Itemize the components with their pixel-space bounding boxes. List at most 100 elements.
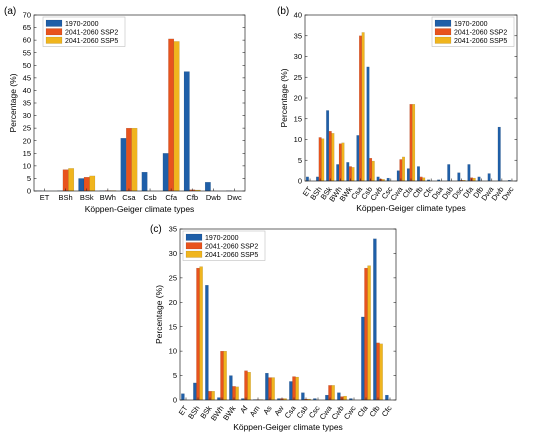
- y-tick-label: 10: [294, 135, 302, 144]
- chart-panel-b: (b)0510152025303540ETBShBSkBWhBWkCsaCsbC…: [277, 6, 518, 213]
- bar-cfb-series-1: [417, 166, 420, 182]
- legend-swatch-series-3: [45, 36, 63, 44]
- x-tick-label: Csb: [295, 404, 310, 420]
- x-tick-label: Csb: [143, 193, 156, 202]
- x-tick-label: Cfb: [186, 193, 198, 202]
- bar-csb-series-1: [366, 66, 370, 182]
- bar-bwk-series-3: [351, 167, 355, 182]
- y-tick-label: 45: [23, 73, 31, 82]
- bar-csc-series-1: [386, 177, 390, 182]
- bar-cwa-series-3: [402, 156, 405, 182]
- y-tick-label: 5: [298, 156, 302, 165]
- bar-cfb-series-3: [422, 177, 426, 182]
- bar-bwk-series-3: [235, 386, 239, 401]
- bar-cwa-series-1: [325, 394, 329, 401]
- bar-csa-series-3: [295, 376, 299, 401]
- bar-cfa-series-3: [367, 265, 371, 401]
- bar-dwa-series-1: [487, 173, 491, 182]
- y-tick-label: 50: [23, 61, 31, 70]
- y-tick-label: 0: [27, 187, 31, 196]
- bar-bsh-series-2: [196, 267, 200, 401]
- y-tick-label: 15: [294, 114, 302, 123]
- y-tick-label: 20: [294, 94, 302, 103]
- x-axis-label: Köppen-Geiger climate types: [356, 203, 466, 213]
- bar-cwb-series-3: [343, 395, 347, 401]
- bar-bsk-series-1: [78, 178, 85, 192]
- bar-as-series-2: [268, 377, 272, 401]
- bar-cwa-series-1: [396, 170, 400, 182]
- bar-cfa-series-3: [412, 104, 416, 182]
- bar-cfa-series-2: [168, 38, 175, 192]
- bar-csb-series-1: [141, 171, 148, 192]
- y-tick-label: 25: [169, 273, 177, 282]
- bar-cfa-series-2: [409, 104, 413, 182]
- x-tick-label: Cfb: [368, 404, 382, 419]
- bar-af-series-2: [244, 370, 248, 401]
- legend-label-series-3: 2041-2060 SSP5: [454, 38, 507, 45]
- y-tick-label: 20: [169, 298, 177, 307]
- legend-swatch-series-3: [185, 250, 203, 258]
- bar-bsh-series-1: [316, 176, 319, 182]
- bar-csa-series-2: [359, 35, 362, 182]
- bar-bsh-series-3: [199, 266, 203, 401]
- bar-dwb-series-1: [497, 126, 501, 182]
- bar-cfa-series-1: [406, 168, 410, 182]
- bar-bwh-series-1: [217, 397, 221, 401]
- bar-csa-series-1: [289, 381, 293, 401]
- bar-cwa-series-3: [331, 385, 335, 401]
- legend-label-series-1: 1970-2000: [205, 235, 239, 242]
- y-tick-label: 25: [23, 124, 31, 133]
- x-tick-label: BSh: [59, 193, 73, 202]
- x-tick-label: BWh: [100, 193, 116, 202]
- bar-dwb-series-1: [204, 182, 211, 192]
- plot-frame: [179, 228, 397, 401]
- legend-label-series-3: 2041-2060 SSP5: [205, 252, 258, 259]
- bar-cfa-series-1: [361, 316, 365, 401]
- x-tick-label: BWk: [221, 404, 238, 422]
- bar-csa-series-3: [361, 32, 365, 182]
- bar-dsb-series-1: [447, 164, 451, 182]
- bar-cwb-series-1: [337, 392, 341, 401]
- bar-csa-series-2: [292, 376, 296, 401]
- bar-csa-series-2: [126, 127, 132, 192]
- y-tick-label: 35: [169, 225, 177, 234]
- bar-bsk-series-1: [326, 110, 330, 182]
- legend-label-series-3: 2041-2060 SSP5: [65, 38, 118, 45]
- x-tick-label: Dwb: [206, 193, 221, 202]
- bar-bwk-series-1: [346, 162, 350, 182]
- legend-swatch-series-2: [185, 242, 203, 250]
- x-tick-label: ET: [40, 193, 50, 202]
- y-tick-label: 40: [23, 86, 31, 95]
- y-tick-label: 0: [173, 396, 177, 405]
- x-tick-label: Cfc: [380, 404, 394, 419]
- bar-dfb-series-1: [477, 176, 481, 182]
- chart-panel-a: (a) 0 5 10 15 20 25 30 35 40 45 50 55 60 65 70 ET BSh BSk B…: [4, 6, 246, 214]
- bar-cwb-series-1: [376, 176, 380, 182]
- y-axis-label: Percentage (%): [154, 285, 164, 344]
- bar-csa-series-1: [120, 138, 127, 192]
- y-tick-label: 60: [23, 36, 31, 45]
- y-tick-label: 65: [23, 23, 31, 32]
- x-axis-label: Köppen-Geiger climate types: [233, 422, 343, 432]
- y-tick-label: 30: [23, 111, 31, 120]
- bar-csb-series-2: [369, 158, 373, 182]
- bar-et-series-1: [305, 176, 309, 182]
- legend-swatch-series-3: [434, 36, 452, 44]
- bar-csa-series-3: [131, 127, 138, 192]
- bar-csb-series-1: [301, 392, 305, 401]
- y-tick-label: 40: [294, 11, 302, 20]
- panel-label: (b): [277, 6, 289, 17]
- bar-cfb-series-2: [376, 342, 380, 401]
- bar-bsh-series-3: [321, 138, 325, 182]
- bar-bsh-series-3: [68, 168, 75, 192]
- x-tick-label: Cfa: [165, 193, 178, 202]
- x-tick-label: Csa: [122, 193, 136, 202]
- bar-as-series-1: [265, 372, 269, 401]
- bar-bwh-series-2: [338, 143, 342, 182]
- legend-swatch-series-2: [45, 28, 63, 36]
- bar-bwk-series-1: [229, 375, 233, 401]
- x-tick-label: Cfa: [356, 403, 371, 418]
- bar-cfb-series-3: [379, 343, 383, 401]
- y-tick-label: 55: [23, 48, 31, 57]
- x-tick-label: As: [261, 404, 274, 417]
